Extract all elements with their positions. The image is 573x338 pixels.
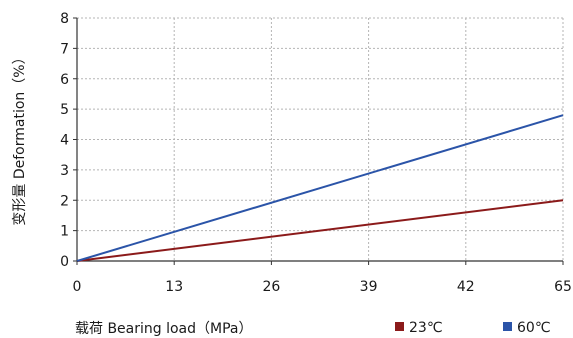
legend-swatch xyxy=(395,322,404,331)
x-tick-label: 0 xyxy=(73,279,82,295)
x-tick-label: 65 xyxy=(554,279,572,295)
y-tick-label: 2 xyxy=(60,193,69,209)
y-tick-label: 5 xyxy=(60,102,69,118)
series-line-60℃ xyxy=(76,114,564,262)
x-axis-title: 载荷 Bearing load（MPa） xyxy=(75,321,253,337)
legend-label: 23℃ xyxy=(409,320,443,336)
x-tick-label: 13 xyxy=(165,279,183,295)
y-tick-label: 0 xyxy=(60,254,69,270)
legend-swatch xyxy=(503,322,512,331)
y-tick-label: 7 xyxy=(60,41,69,57)
x-tick-labels: 0 13 26 39 42 65 xyxy=(73,261,572,295)
series-lines xyxy=(76,114,564,262)
legend-label: 60℃ xyxy=(517,320,551,336)
y-tick-label: 1 xyxy=(60,224,69,240)
x-tick-label: 39 xyxy=(360,279,378,295)
x-tick-label: 26 xyxy=(262,279,280,295)
y-tick-label: 3 xyxy=(60,163,69,179)
legend: 23℃ 60℃ xyxy=(395,320,551,336)
y-tick-label: 4 xyxy=(60,133,69,149)
y-tick-label: 8 xyxy=(60,11,69,27)
series-line-23℃ xyxy=(76,199,564,262)
y-axis-title: 变形量 Deformation（%） xyxy=(12,50,28,225)
x-tick-label: 42 xyxy=(457,279,475,295)
y-tick-label: 6 xyxy=(60,72,69,88)
y-tick-labels: 0 1 2 3 4 5 6 7 8 xyxy=(60,11,77,270)
grid xyxy=(77,17,564,261)
